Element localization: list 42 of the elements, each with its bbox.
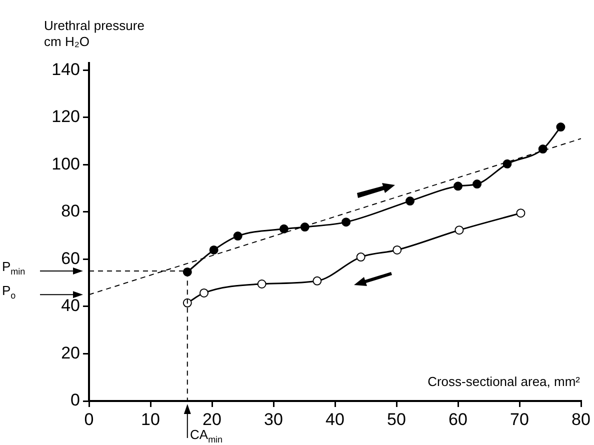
y-tick-label: 40 [61, 296, 80, 316]
point [392, 245, 402, 254]
point [472, 180, 482, 189]
point [454, 226, 464, 235]
point [257, 280, 266, 288]
point [182, 298, 192, 308]
x-tick-label: 30 [264, 410, 283, 429]
x-tick-label: 80 [572, 410, 590, 429]
y-tick-label: 120 [52, 107, 80, 126]
point [233, 232, 242, 241]
text: CA$_{min}$ [190, 427, 223, 445]
point [300, 222, 310, 232]
y-tick-label: 80 [61, 202, 80, 221]
point [454, 182, 462, 191]
x-tick-label: 0 [84, 410, 94, 429]
point [502, 159, 512, 168]
x-tick-label: 70 [510, 410, 529, 429]
text: P$_{o}$ [2, 283, 16, 301]
y-tick-label: 60 [61, 248, 80, 268]
point [556, 122, 566, 132]
y-axis-title: Urethral pressure cm H₂O [44, 18, 144, 50]
x-axis-title: Cross-sectional area, mm² [428, 373, 580, 391]
point [342, 218, 351, 227]
point [356, 252, 366, 262]
y-tick-label: 100 [52, 154, 80, 174]
x-tick-label: 10 [141, 410, 160, 429]
text: P$_{min}$ [2, 259, 26, 277]
x-tick-label: 60 [448, 410, 468, 429]
y-tick-label: 140 [52, 60, 80, 79]
y-tick-label: 20 [61, 343, 80, 362]
y-tick-label: 0 [70, 390, 80, 410]
point [279, 224, 288, 234]
point [312, 276, 322, 286]
point [516, 208, 526, 218]
x-tick-label: 20 [202, 410, 222, 429]
point [200, 288, 209, 298]
point [182, 267, 192, 276]
point [209, 245, 218, 254]
x-tick-label: 40 [326, 410, 344, 429]
point [538, 144, 548, 154]
point [406, 196, 415, 206]
x-tick-label: 50 [387, 410, 406, 429]
